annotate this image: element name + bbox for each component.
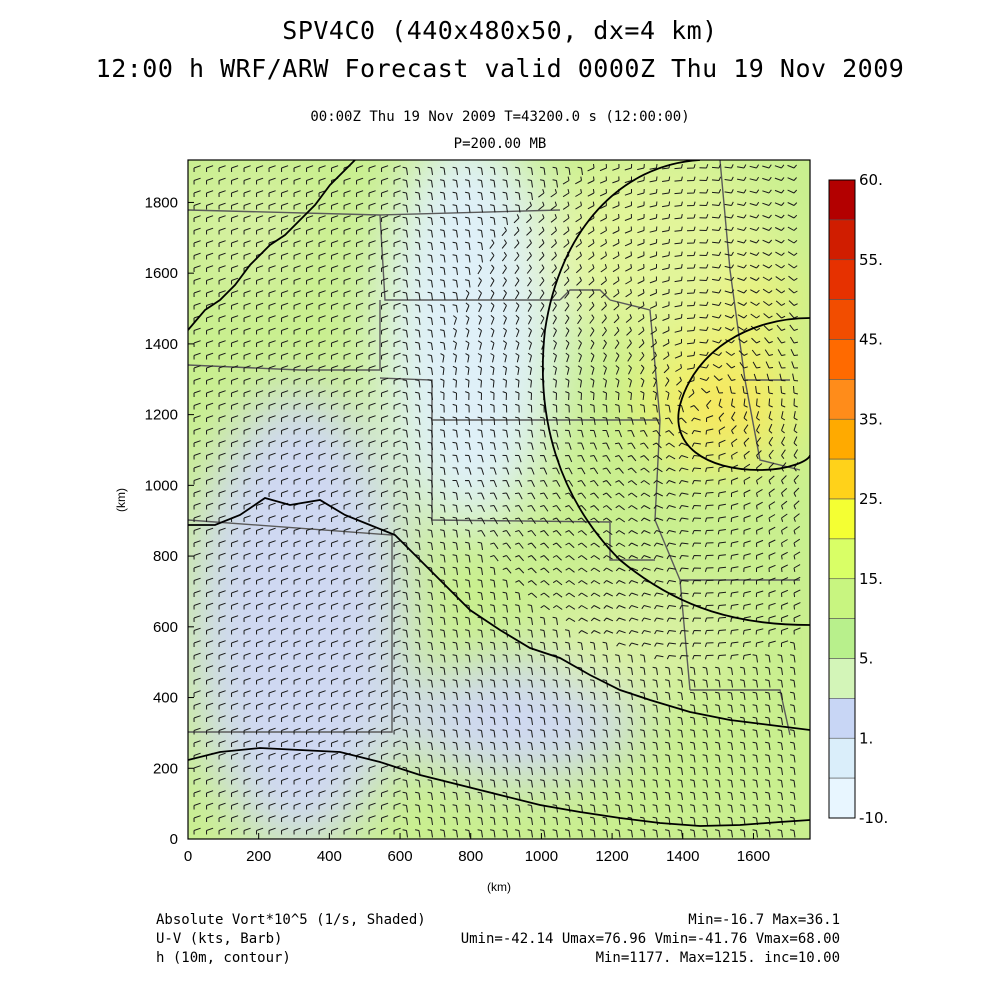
- footer-wind-label: U-V (kts, Barb): [156, 931, 283, 947]
- y-tick-label: 1800: [145, 194, 178, 211]
- colorbar-label: 25.: [859, 490, 883, 508]
- colorbar-box: [828, 737, 856, 779]
- colorbar-box: [828, 219, 856, 261]
- colorbar-label: 5.: [859, 650, 873, 668]
- footer-height-range: Min=1177. Max=1215. inc=10.00: [595, 950, 840, 966]
- height-contour-3: [542, 160, 810, 626]
- footer-vorticity-label: Absolute Vort*10^5 (1/s, Shaded): [156, 912, 426, 928]
- title-line-2: 12:00 h WRF/ARW Forecast valid 0000Z Thu…: [95, 54, 905, 83]
- wind-barb-grid: [193, 163, 801, 838]
- x-tick-label: 0: [184, 848, 192, 865]
- x-tick-label: 1200: [595, 848, 628, 865]
- colorbar-box: [828, 538, 856, 580]
- vorticity-shading: [188, 160, 810, 839]
- colorbar-box: [828, 259, 856, 300]
- colorbar-box: [828, 418, 856, 460]
- height-contour-4: [677, 317, 810, 471]
- y-tick-label: 1200: [145, 407, 178, 424]
- footer-wind-range: Umin=-42.14 Umax=76.96 Vmin=-41.76 Vmax=…: [460, 931, 840, 947]
- colorbar-box: [828, 339, 856, 380]
- y-axis-label: (km): [114, 488, 128, 512]
- colorbar-box: [828, 777, 856, 819]
- y-tick-label: 1000: [145, 477, 178, 494]
- colorbar-box: [828, 618, 856, 659]
- y-tick-label: 200: [153, 760, 178, 777]
- x-tick-label: 1600: [737, 848, 770, 865]
- y-tick-label: 400: [153, 690, 178, 707]
- x-tick-label: 1400: [666, 848, 699, 865]
- wind-barbs: [193, 163, 801, 838]
- height-contours: [188, 160, 810, 827]
- x-axis-label: (km): [487, 880, 511, 894]
- colorbar-label: 45.: [859, 331, 883, 349]
- footer-vorticity-range: Min=-16.7 Max=36.1: [688, 912, 840, 928]
- x-tick-label: 400: [317, 848, 342, 865]
- colorbar-label: 15.: [859, 570, 883, 588]
- y-tick-label: 0: [170, 831, 178, 848]
- colorbar-label: -10.: [859, 809, 888, 827]
- colorbar-box: [828, 299, 856, 340]
- colorbar: 60. 55. 45. 35. 25. 15. 5. 1. -10.: [828, 171, 888, 827]
- subtitle-time: 00:00Z Thu 19 Nov 2009 T=43200.0 s (12:0…: [310, 109, 690, 125]
- x-tick-label: 200: [246, 848, 271, 865]
- height-contour-5: [188, 160, 356, 331]
- colorbar-box: [828, 498, 856, 540]
- height-contour-1: [188, 497, 810, 731]
- colorbar-box: [828, 179, 856, 221]
- colorbar-box: [828, 698, 856, 739]
- y-tick-label: 1400: [145, 336, 178, 353]
- plot-frame: [187, 159, 811, 840]
- y-tick-label: 1600: [145, 265, 178, 282]
- colorbar-box: [828, 578, 856, 619]
- x-axis: 0 200 400 600 800 1000 1200 1400 1600: [184, 833, 770, 865]
- colorbar-box: [828, 458, 856, 500]
- x-tick-label: 1000: [525, 848, 558, 865]
- height-contour-2: [188, 747, 810, 827]
- colorbar-label: 35.: [859, 410, 883, 428]
- colorbar-box: [828, 658, 856, 699]
- colorbar-label: 55.: [859, 251, 883, 269]
- subtitle-pressure: P=200.00 MB: [453, 136, 547, 152]
- colorbar-label: 1.: [859, 729, 873, 747]
- footer-height-label: h (10m, contour): [156, 950, 291, 966]
- y-tick-label: 800: [153, 548, 178, 565]
- colorbar-box: [828, 379, 856, 420]
- title-line-1: SPV4C0 (440x480x50, dx=4 km): [282, 16, 718, 45]
- x-tick-label: 600: [388, 848, 413, 865]
- colorbar-label: 60.: [859, 171, 883, 189]
- y-axis: 0 200 400 600 800 1000 1200 1400 1600 1800: [145, 194, 194, 848]
- y-tick-label: 600: [153, 619, 178, 636]
- x-tick-label: 800: [458, 848, 483, 865]
